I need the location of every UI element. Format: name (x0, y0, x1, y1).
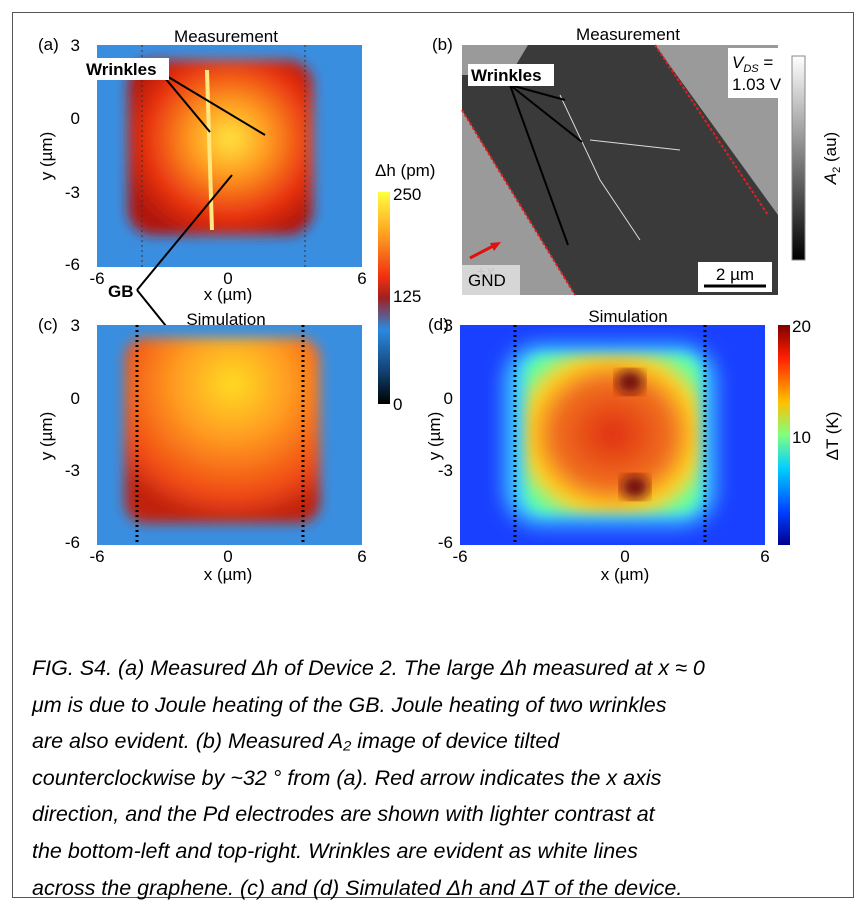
hot-spot (616, 370, 644, 394)
caption-line: the bottom-left and top-right. Wrinkles … (32, 833, 705, 870)
y-axis-label: y (µm) (37, 412, 56, 461)
x-tick: 0 (223, 547, 232, 566)
y-tick: -6 (65, 533, 80, 552)
panel-title: Measurement (174, 27, 278, 46)
colorbar-tick: 0 (393, 395, 402, 414)
x-tick: 6 (357, 547, 366, 566)
y-tick: -6 (65, 255, 80, 274)
colorbar (792, 56, 805, 260)
panel-label: (a) (38, 35, 59, 54)
caption-line: direction, and the Pd electrodes are sho… (32, 796, 705, 833)
hot-spot (621, 475, 649, 499)
y-tick: -3 (65, 461, 80, 480)
colorbar-symbol: A (821, 173, 840, 185)
annotation: Wrinkles (471, 66, 542, 85)
x-tick: 6 (760, 547, 769, 566)
x-axis-label: x (µm) (601, 565, 650, 584)
heatmap-hotspot (125, 338, 320, 523)
y-tick: 3 (71, 316, 80, 335)
colorbar (378, 192, 390, 404)
y-tick: 0 (444, 389, 453, 408)
vds-value: 1.03 V (732, 75, 782, 94)
panel-label: (c) (38, 315, 58, 334)
y-tick: -6 (438, 533, 453, 552)
annotation: GB (108, 282, 134, 301)
scale-bar-label: 2 µm (716, 265, 754, 284)
y-tick: 0 (71, 109, 80, 128)
page: Wrinkles (a) Measurement 3 0 -3 -6 -6 0 … (0, 0, 868, 912)
caption-line: are also evident. (b) Measured A₂ image … (32, 723, 705, 760)
colorbar-label: A2 (au) (821, 132, 843, 185)
colorbar-label: ΔT (K) (823, 412, 842, 461)
colorbar (778, 325, 790, 545)
y-tick: 0 (71, 389, 80, 408)
caption: FIG. S4. (a) Measured Δh of Device 2. Th… (32, 650, 705, 906)
ground-label: GND (468, 271, 506, 290)
x-tick: 6 (357, 269, 366, 288)
heatmap-hotspot (128, 60, 313, 235)
caption-line: μm is due to Joule heating of the GB. Jo… (32, 687, 705, 724)
y-tick: -3 (65, 183, 80, 202)
y-tick: -3 (438, 461, 453, 480)
x-tick: 0 (620, 547, 629, 566)
y-tick: 3 (444, 316, 453, 335)
colorbar-tick: 125 (393, 287, 421, 306)
x-axis-label: x (µm) (204, 565, 253, 584)
colorbar-label: Δh (pm) (375, 161, 435, 180)
colorbar-tick: 20 (792, 317, 811, 336)
annotation: Wrinkles (86, 60, 157, 79)
colorbar-tick: 10 (792, 428, 811, 447)
colorbar-unit: (au) (821, 132, 840, 167)
colorbar-tick: 250 (393, 185, 421, 204)
vds-subscript: DS (743, 63, 759, 75)
x-axis-label: x (µm) (204, 285, 253, 304)
figure: Wrinkles (a) Measurement 3 0 -3 -6 -6 0 … (0, 0, 868, 612)
y-axis-label: y (µm) (425, 412, 444, 461)
y-tick: 3 (71, 36, 80, 55)
x-tick: -6 (89, 547, 104, 566)
panel-title: Simulation (186, 310, 265, 329)
caption-line: across the graphene. (c) and (d) Simulat… (32, 870, 705, 907)
x-tick: -6 (89, 269, 104, 288)
heatmap-hotspot (525, 355, 700, 513)
vds-equals: = (759, 53, 774, 72)
panel-title: Measurement (576, 25, 680, 44)
x-tick: -6 (452, 547, 467, 566)
caption-line: counterclockwise by ~32 ° from (a). Red … (32, 760, 705, 797)
y-axis-label: y (µm) (37, 132, 56, 181)
panel-label: (b) (432, 35, 453, 54)
caption-line: FIG. S4. (a) Measured Δh of Device 2. Th… (32, 650, 705, 687)
panel-title: Simulation (588, 307, 667, 326)
